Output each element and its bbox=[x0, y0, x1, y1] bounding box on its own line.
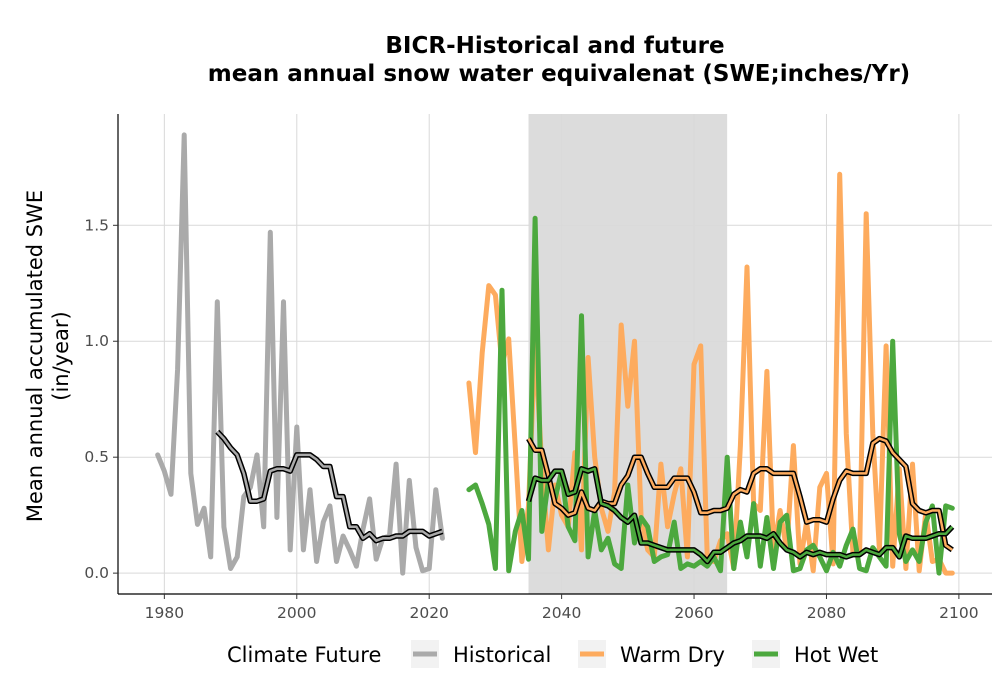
legend-label-historical: Historical bbox=[453, 643, 551, 667]
chart-title: BICR-Historical and future bbox=[385, 33, 724, 59]
series-line-historical bbox=[155, 132, 445, 576]
y-tick-label: 0.0 bbox=[84, 564, 109, 582]
x-tick-label: 1980 bbox=[145, 604, 184, 622]
y-axis-label-line1: Mean annual accumulated SWE bbox=[23, 190, 47, 522]
plot-area: 1980 2000 2020 2040 2060 2080 2100 0.0 0.5 1.0 1.5 bbox=[84, 114, 992, 622]
x-tick-label: 2040 bbox=[542, 604, 581, 622]
y-tick-label: 1.0 bbox=[84, 332, 109, 350]
x-tick-label: 2080 bbox=[807, 604, 846, 622]
x-tick-label: 2100 bbox=[939, 604, 978, 622]
y-tick-label: 0.5 bbox=[84, 448, 109, 466]
moving-average-line-hot-wet bbox=[527, 467, 954, 563]
y-tick-label: 1.5 bbox=[84, 216, 109, 234]
x-tick-label: 2020 bbox=[409, 604, 448, 622]
moving-average-line-historical bbox=[216, 430, 443, 542]
legend-label-hot-wet: Hot Wet bbox=[794, 643, 878, 667]
x-tick-label: 2060 bbox=[674, 604, 713, 622]
y-axis-label-line2: (in/year) bbox=[49, 311, 73, 400]
legend: Climate Future Historical Warm Dry Hot Wet bbox=[227, 640, 878, 668]
legend-label-warm-dry: Warm Dry bbox=[620, 643, 725, 667]
legend-title: Climate Future bbox=[227, 643, 381, 667]
y-axis-label: Mean annual accumulated SWE (in/year) bbox=[23, 190, 73, 522]
x-tick-label: 2000 bbox=[277, 604, 316, 622]
chart-subtitle: mean annual snow water equivalenat (SWE;… bbox=[208, 61, 910, 87]
